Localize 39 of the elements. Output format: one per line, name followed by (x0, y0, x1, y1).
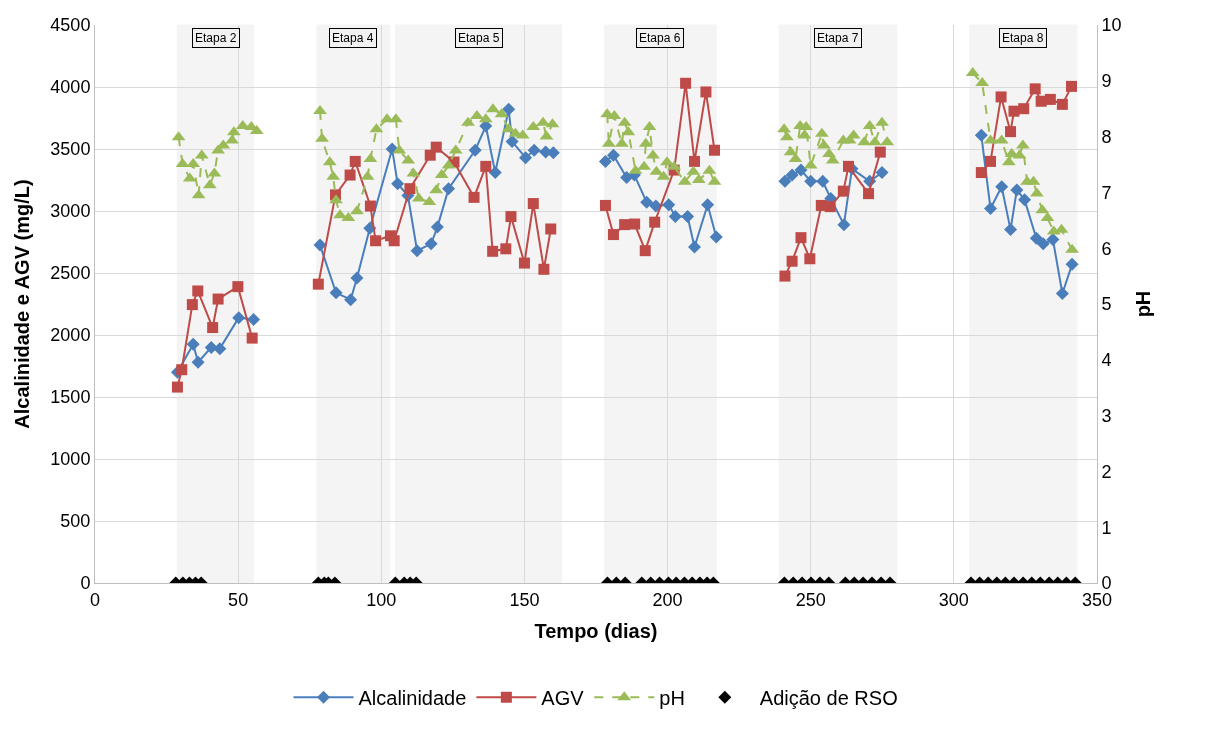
legend-label: pH (659, 687, 685, 710)
band-label: Etapa 8 (1002, 31, 1044, 45)
y-tick-label: 4000 (50, 77, 91, 98)
y-tick-label: 3000 (50, 201, 91, 222)
legend-label: AGV (541, 687, 585, 710)
y2-tick-label: 10 (1101, 15, 1122, 36)
y2-axis-title: pH (1132, 290, 1155, 318)
y-tick-label: 2000 (50, 325, 91, 346)
band-label: Etapa 7 (817, 31, 859, 45)
x-tick-label: 150 (509, 589, 540, 610)
y-tick-label: 1000 (50, 449, 91, 470)
x-tick-label: 200 (652, 589, 683, 610)
y-tick-label: 2500 (50, 263, 91, 284)
y2-tick-label: 6 (1101, 238, 1112, 259)
y2-tick-label: 9 (1101, 71, 1112, 92)
y-tick-label: 3500 (50, 139, 91, 160)
y2-tick-label: 3 (1101, 405, 1112, 426)
y2-tick-label: 7 (1101, 182, 1112, 203)
y2-tick-label: 1 (1101, 517, 1112, 538)
y-tick-label: 4500 (50, 15, 91, 36)
x-tick-label: 300 (938, 589, 969, 610)
x-tick-label: 250 (795, 589, 826, 610)
legend-label: Adição de RSO (759, 687, 898, 710)
x-axis-title: Tempo (dias) (534, 620, 658, 643)
band-label: Etapa 5 (458, 31, 500, 45)
y2-tick-label: 8 (1101, 126, 1112, 147)
y2-tick-label: 5 (1101, 294, 1112, 315)
y2-tick-label: 2 (1101, 461, 1112, 482)
y2-tick-label: 4 (1101, 350, 1112, 371)
band-label: Etapa 2 (195, 31, 237, 45)
y-tick-label: 0 (80, 573, 91, 594)
legend-label: Alcalinidade (358, 687, 467, 710)
y-tick-label: 500 (60, 511, 91, 532)
y-tick-label: 1500 (50, 387, 91, 408)
y-axis-title: Alcalinidade e AGV (mg/L) (10, 179, 33, 429)
band-label: Etapa 4 (332, 31, 374, 45)
x-tick-label: 100 (366, 589, 397, 610)
x-tick-label: 50 (228, 589, 249, 610)
band-label: Etapa 6 (639, 31, 681, 45)
